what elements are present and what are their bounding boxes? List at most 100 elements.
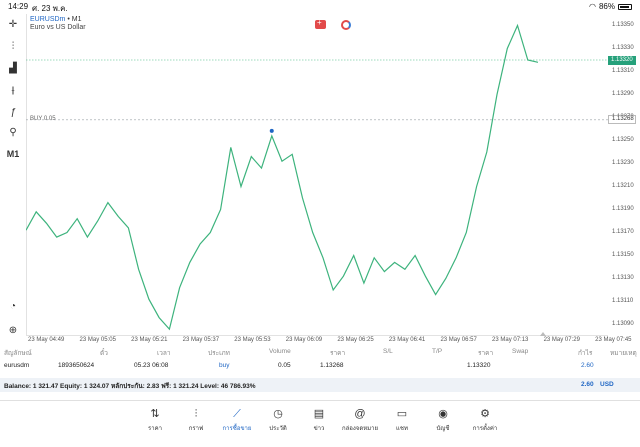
header-ticket[interactable]: ตั๋ว <box>100 350 108 357</box>
trade-table-header: สัญลักษณ์ ตั๋ว เวลา ประเภท Volume ราคา S… <box>0 348 640 358</box>
header-volume[interactable]: Volume <box>269 348 291 355</box>
header-symbol[interactable]: สัญลักษณ์ <box>4 350 32 357</box>
table-row[interactable]: eurusdm 1893650624 05.23 06:08 buy 0.05 … <box>0 362 640 374</box>
symbol-name: EURUSDm <box>30 16 66 23</box>
objects-icon[interactable]: ⫲ <box>11 84 15 96</box>
shapes-icon[interactable]: ⚲ <box>9 126 17 138</box>
time-tick: 23 May 05:37 <box>182 337 220 343</box>
tab-history-label: ประวัติ <box>269 426 287 432</box>
trade-entry-marker <box>269 128 274 133</box>
accounts-icon: ◉ <box>438 408 448 420</box>
tab-news[interactable]: ▤ ข่าว <box>299 407 339 433</box>
mailbox-icon: @ <box>354 408 366 420</box>
tab-quotes[interactable]: ⇅ ราคา <box>135 407 175 433</box>
crosshair-icon[interactable]: ✛ <box>8 18 18 30</box>
time-tick: 23 May 07:45 <box>595 337 632 343</box>
header-price-open[interactable]: ราคา <box>330 350 346 357</box>
tab-chat-label: แชท <box>396 426 408 432</box>
history-icon: ◷ <box>273 408 283 420</box>
balance-row: Balance: 1 321.47 Equity: 1 324.07 หลักป… <box>0 378 640 392</box>
tab-settings[interactable]: ⚙ การตั้งค่า <box>465 407 505 433</box>
header-comment[interactable]: หมายเหตุ <box>610 350 637 357</box>
tab-mailbox[interactable]: @ กล่องจดหมาย <box>340 407 380 433</box>
news-icon: ▤ <box>313 408 325 420</box>
row-profit: 2.60 <box>581 362 594 369</box>
header-sl[interactable]: S/L <box>383 348 393 355</box>
tab-chat[interactable]: ▭ แชท <box>382 407 422 433</box>
time-tick: 23 May 06:25 <box>337 337 374 343</box>
gauge-icon[interactable]: ◔ <box>9 300 17 312</box>
price-series-line <box>26 23 539 331</box>
time-tick: 23 May 06:09 <box>285 337 323 343</box>
row-symbol: eurusdm <box>4 362 30 369</box>
trade-icon: ⟋ <box>233 408 241 420</box>
tab-bar: ⇅ ราคา ⫶ กราฟ ⟋ การซื้อขาย ◷ ประวัติ ▤ ข่าว @… <box>0 400 640 447</box>
tab-accounts-label: บัญชี <box>436 426 450 432</box>
status-right: ◠ 86% <box>589 2 632 11</box>
chart-area[interactable] <box>26 14 608 336</box>
buy-price-tag: 1.13268 <box>608 115 636 125</box>
header-tp[interactable]: T/P <box>432 348 443 355</box>
row-price-current: 1.13320 <box>467 362 491 369</box>
status-date: ศ. 23 พ.ค. <box>32 4 68 13</box>
one-click-trading-icon[interactable] <box>341 20 351 30</box>
tab-history[interactable]: ◷ ประวัติ <box>258 407 298 433</box>
tab-trade[interactable]: ⟋ การซื้อขาย <box>217 407 257 433</box>
price-tick: 1.13110 <box>612 297 634 304</box>
tab-accounts[interactable]: ◉ บัญชี <box>423 407 463 433</box>
time-tick: 23 May 07:13 <box>492 337 529 343</box>
time-tick: 23 May 05:53 <box>234 337 271 343</box>
time-tick: 23 May 06:57 <box>440 337 477 343</box>
tab-news-label: ข่าว <box>313 426 325 432</box>
row-time: 05.23 06:08 <box>134 362 169 369</box>
price-chart <box>26 23 608 336</box>
price-tick: 1.13090 <box>612 320 634 327</box>
symbol-title: EURUSDm • M1 <box>30 16 81 23</box>
account-currency: USD <box>600 381 614 388</box>
wifi-icon: ◠ <box>589 2 596 11</box>
tab-trade-label: การซื้อขาย <box>222 426 252 432</box>
price-tick: 1.13230 <box>612 159 634 166</box>
row-ticket: 1893650624 <box>58 362 95 369</box>
price-tick: 1.13150 <box>612 251 634 258</box>
buy-line-label: BUY 0.05 <box>30 116 56 122</box>
price-tick: 1.13210 <box>612 182 634 189</box>
price-tick: 1.13250 <box>612 136 634 143</box>
settings-icon: ⚙ <box>480 408 490 420</box>
price-tick: 1.13350 <box>612 21 634 28</box>
status-bar: 14:29 ศ. 23 พ.ค. ◠ 86% <box>0 0 640 14</box>
symbol-sep: • <box>65 16 72 23</box>
time-tick: 23 May 05:05 <box>79 337 116 343</box>
timeframe-button[interactable]: M1 <box>6 149 20 159</box>
chart-icon: ⫶ <box>194 408 198 420</box>
tab-chart[interactable]: ⫶ กราฟ <box>176 407 216 433</box>
price-tick: 1.13170 <box>612 228 634 235</box>
quotes-icon: ⇅ <box>150 408 160 420</box>
header-price-current[interactable]: ราคา <box>478 350 494 357</box>
indicators-icon[interactable]: ▟ <box>9 62 17 74</box>
time-tick: 23 May 07:29 <box>543 337 580 343</box>
header-type[interactable]: ประเภท <box>208 350 230 357</box>
candles-icon[interactable]: ⫶ <box>11 40 15 52</box>
row-type: buy <box>219 362 230 369</box>
price-tick: 1.13290 <box>612 90 634 97</box>
tab-mailbox-label: กล่องจดหมาย <box>341 426 379 432</box>
price-tick: 1.13330 <box>612 44 634 51</box>
symbol-description: Euro vs US Dollar <box>30 24 86 31</box>
time-tick: 23 May 06:41 <box>388 337 426 343</box>
function-icon[interactable]: ƒ <box>10 106 16 118</box>
total-profit: 2.60 <box>581 381 594 388</box>
sell-button[interactable] <box>315 18 326 29</box>
header-profit[interactable]: กำไร <box>578 350 593 357</box>
time-axis: 23 May 04:49 23 May 05:05 23 May 05:21 23 M… <box>26 336 640 346</box>
battery-percent: 86% <box>598 2 615 11</box>
header-time[interactable]: เวลา <box>157 350 171 357</box>
chat-icon: ▭ <box>396 408 408 420</box>
time-tick: 23 May 05:21 <box>131 337 168 343</box>
one-click-icon[interactable]: ⊕ <box>8 324 18 336</box>
time-slider-handle[interactable] <box>540 332 546 336</box>
header-swap[interactable]: Swap <box>512 348 529 355</box>
tab-quotes-label: ราคา <box>148 426 162 432</box>
chart-toolbar: ✛ ⫶ ▟ ⫲ ƒ ⚲ M1 ◔ ⊕ <box>0 14 26 344</box>
price-tick: 1.13130 <box>612 274 634 281</box>
